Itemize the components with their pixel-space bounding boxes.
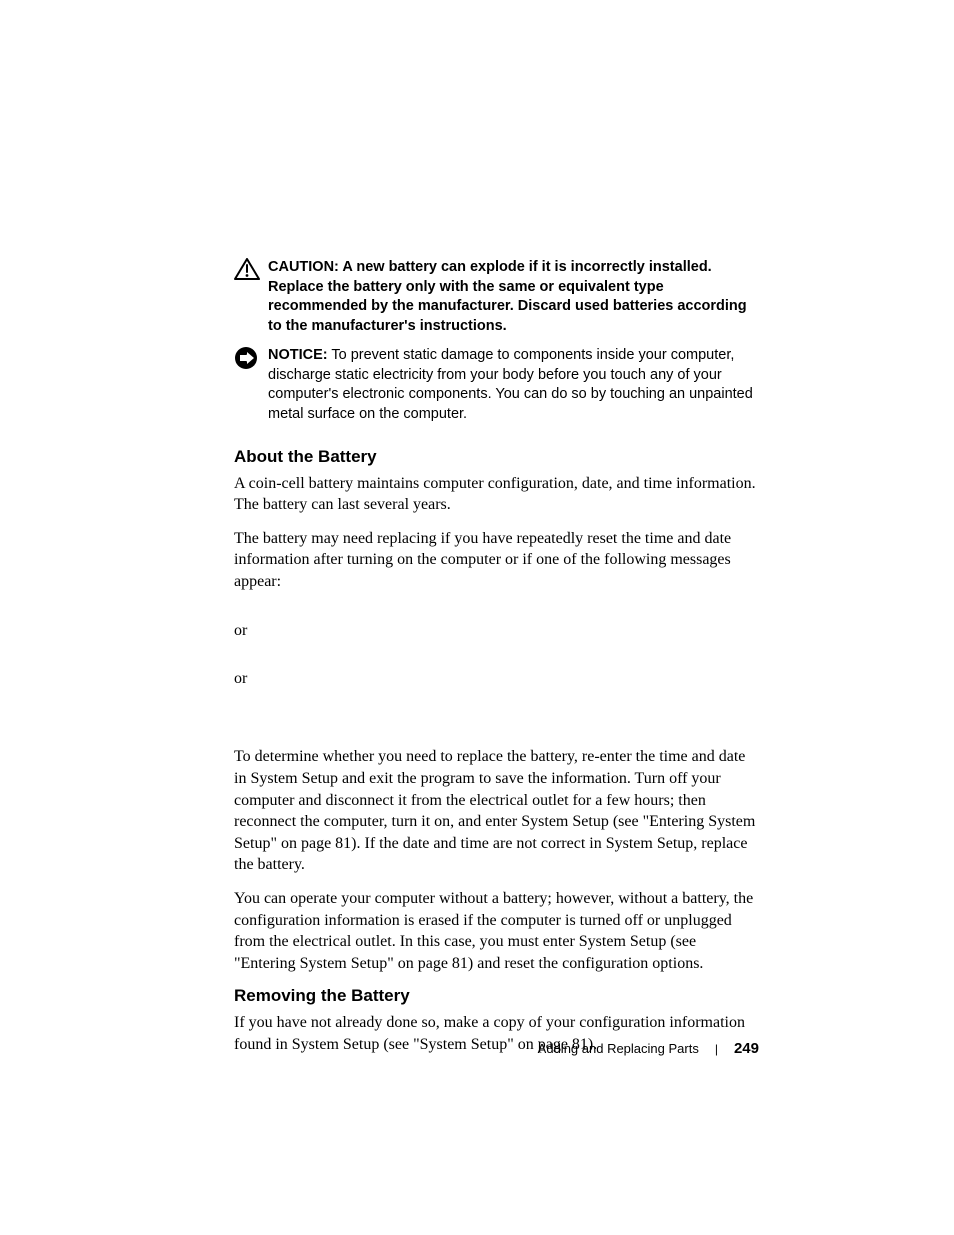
notice-icon — [234, 346, 260, 368]
caution-body: A new battery can explode if it is incor… — [268, 259, 747, 334]
notice-label: NOTICE: — [268, 347, 328, 363]
heading-about-battery: About the Battery — [234, 447, 759, 467]
footer-separator: | — [715, 1042, 718, 1056]
about-battery-p4: You can operate your computer without a … — [234, 888, 759, 974]
spacer — [234, 718, 759, 740]
or-separator-1: or — [234, 622, 759, 640]
caution-text: CAUTION: A new battery can explode if it… — [268, 258, 759, 336]
caution-label: CAUTION: — [268, 259, 339, 275]
about-battery-p2: The battery may need replacing if you ha… — [234, 528, 759, 593]
footer-chapter: Adding and Replacing Parts — [538, 1041, 699, 1056]
notice-callout: NOTICE: To prevent static damage to comp… — [234, 346, 759, 424]
about-battery-p1: A coin-cell battery maintains computer c… — [234, 473, 759, 516]
heading-removing-battery: Removing the Battery — [234, 986, 759, 1006]
caution-callout: CAUTION: A new battery can explode if it… — [234, 258, 759, 336]
document-page: CAUTION: A new battery can explode if it… — [0, 0, 954, 1235]
caution-icon — [234, 258, 260, 280]
footer-page-number: 249 — [734, 1040, 759, 1057]
about-battery-p3: To determine whether you need to replace… — [234, 746, 759, 876]
notice-body: To prevent static damage to components i… — [268, 347, 753, 422]
or-separator-2: or — [234, 670, 759, 688]
page-footer: Adding and Replacing Parts | 249 — [538, 1040, 759, 1057]
notice-text: NOTICE: To prevent static damage to comp… — [268, 346, 759, 424]
